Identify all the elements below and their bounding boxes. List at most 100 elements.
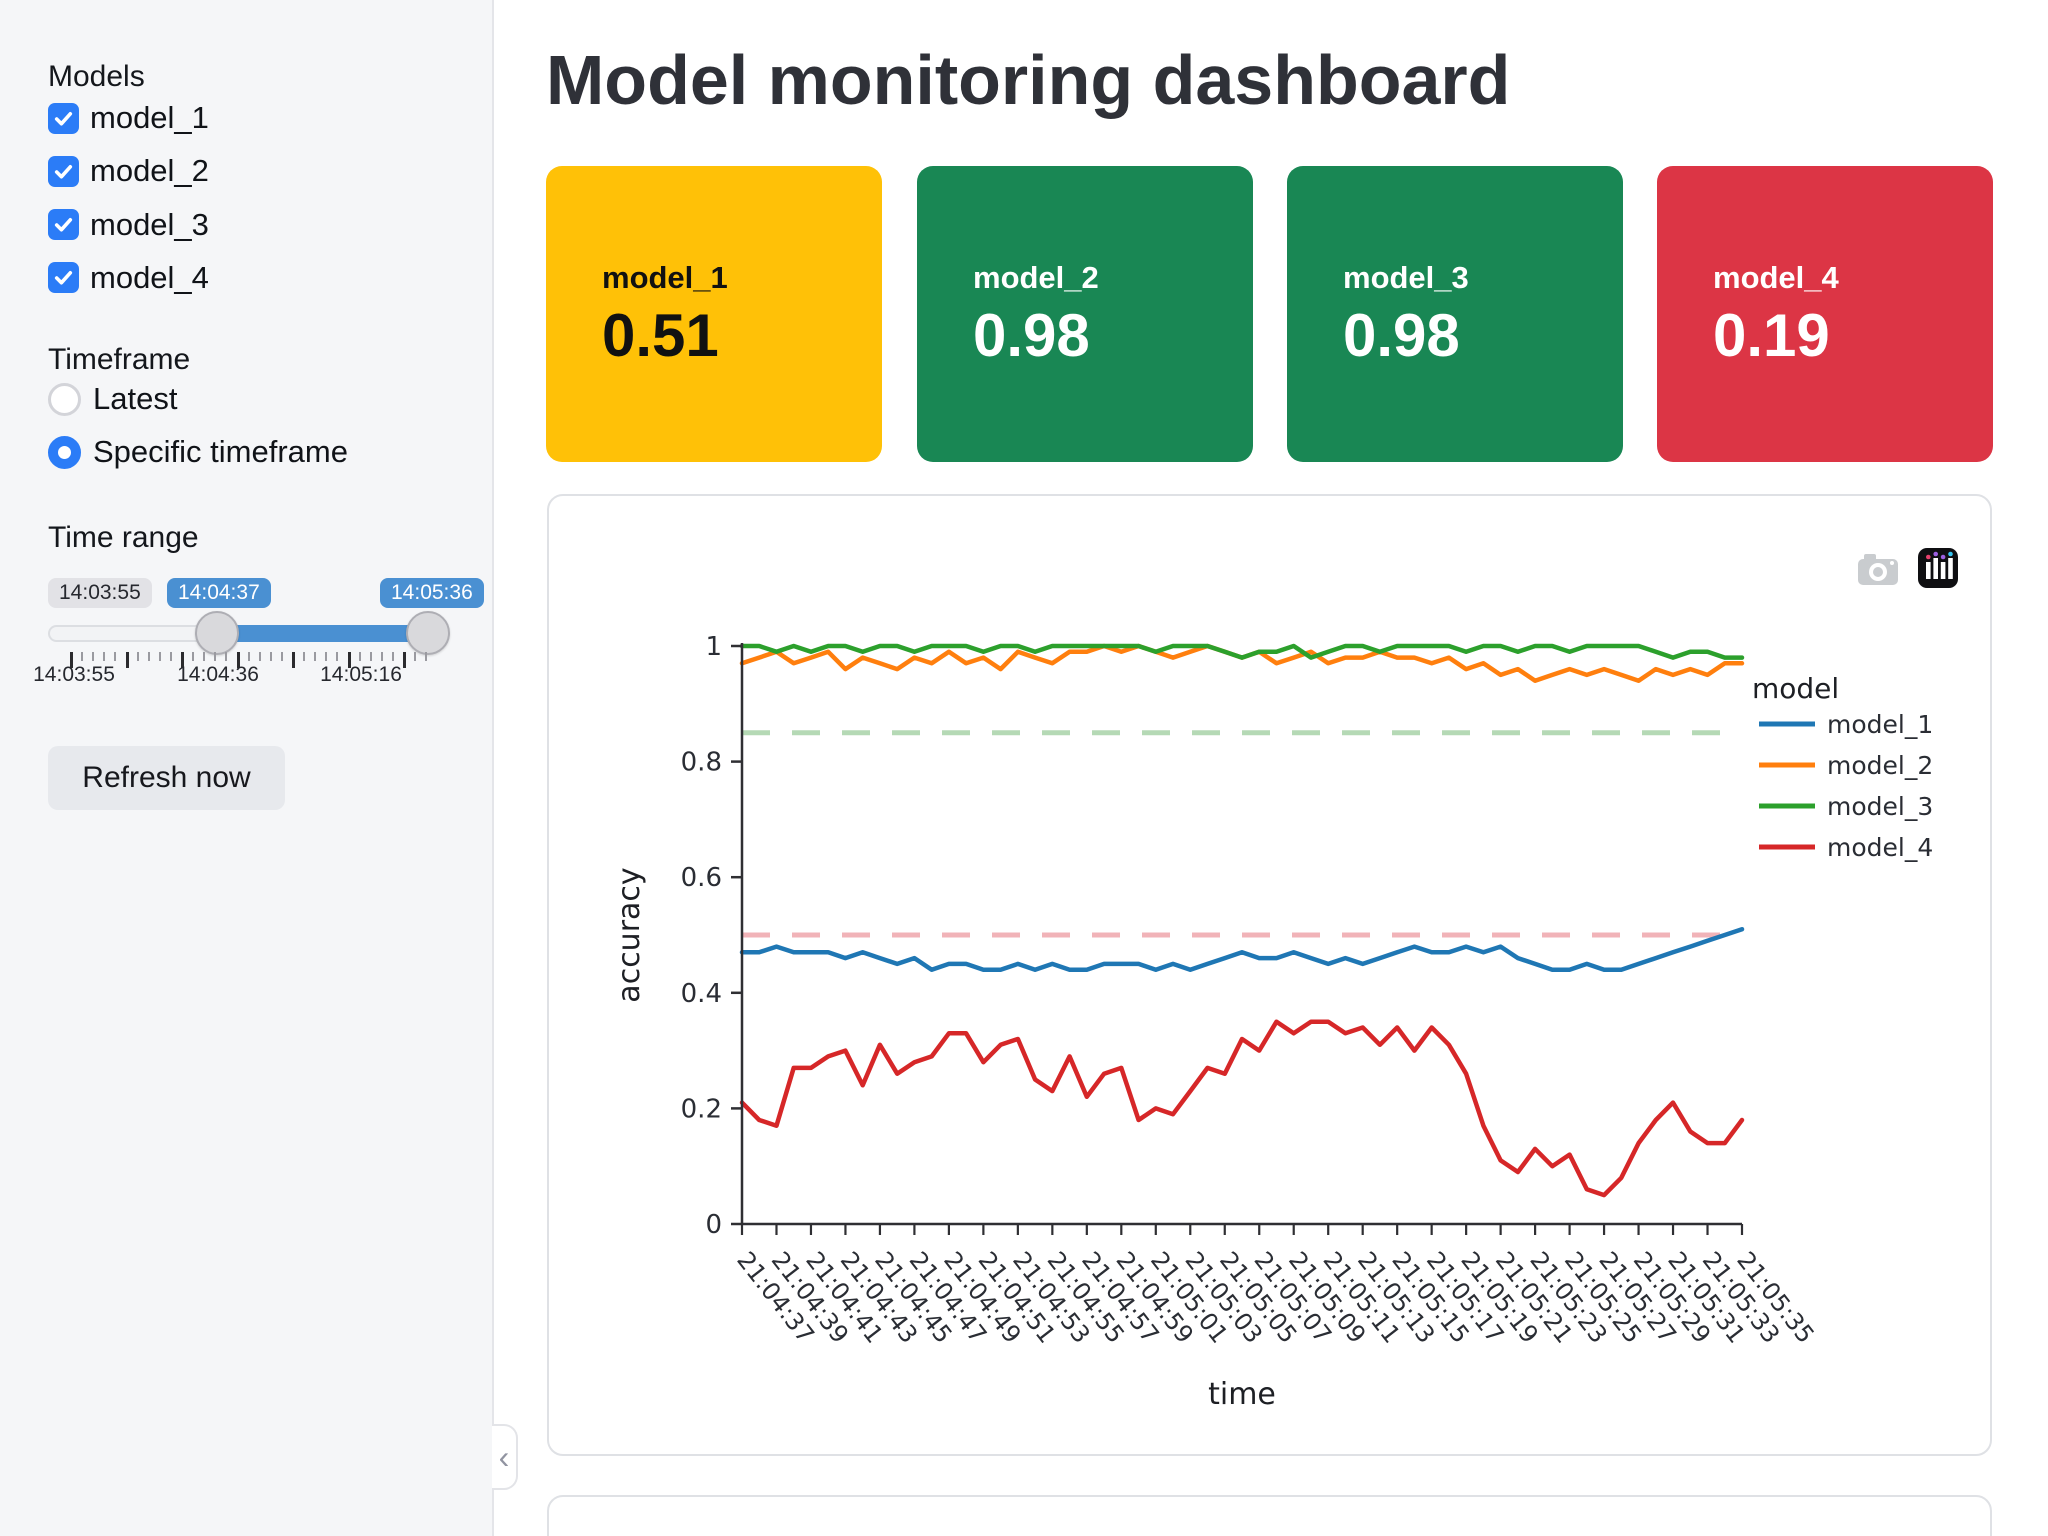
checkbox-checked-icon <box>48 155 79 187</box>
checkbox-label: model_3 <box>90 206 209 242</box>
slider-axis-label: 14:04:36 <box>177 663 259 686</box>
series-line-model_1 <box>739 926 1745 972</box>
slider-tickmark <box>214 652 217 661</box>
legend-label: model_3 <box>1827 792 1933 821</box>
chevron-left-icon: ‹ <box>498 1438 510 1475</box>
metric-card-model_1: model_1 0.51 <box>546 166 882 462</box>
metric-card-model_2: model_2 0.98 <box>917 166 1253 462</box>
refresh-now-button[interactable]: Refresh now <box>48 746 285 810</box>
slider-tickmark <box>247 652 250 661</box>
sidebar: Models model_1 model_2 model_3 model_4 Time… <box>0 0 494 1536</box>
slider-axis-label: 14:03:55 <box>33 663 115 686</box>
radio-selected-icon <box>48 435 81 469</box>
slider-tickmark <box>403 652 406 668</box>
page-title: Model monitoring dashboard <box>546 41 1511 119</box>
slider-tickmark <box>292 652 295 668</box>
checkbox-checked-icon <box>48 262 79 294</box>
sidebar-collapse-button[interactable]: ‹ <box>492 1424 518 1490</box>
slider-tickmark <box>425 652 428 661</box>
metric-card-model_4: model_4 0.19 <box>1657 166 1993 462</box>
sidebar-checkbox-model_4[interactable]: model_4 <box>48 260 209 296</box>
slider-tickmark <box>325 652 328 661</box>
sidebar-checkbox-model_3[interactable]: model_3 <box>48 207 209 243</box>
legend: model model_1 model_2 model_3 model_4 <box>1752 672 1933 862</box>
slider-tickmark <box>147 652 150 661</box>
slider-tickmark <box>158 652 161 661</box>
y-tick-label: 1 <box>705 632 722 662</box>
series-line-model_4 <box>739 1019 1745 1198</box>
slider-tickmark <box>92 652 95 661</box>
y-axis-title: accuracy <box>612 867 647 1002</box>
camera-icon[interactable] <box>1857 552 1899 586</box>
accuracy-chart-card: 0 0.2 0.4 0.6 0.8 1 21:04:37 21:04:39 21:04:41 21… <box>547 494 1992 1456</box>
legend-item-model_3[interactable]: model_3 <box>1759 792 1933 821</box>
slider-handle-start[interactable] <box>195 611 239 655</box>
radio-unselected-icon <box>48 382 81 416</box>
series-line-model_3 <box>739 643 1745 660</box>
metric-label: model_1 <box>602 260 728 295</box>
slider-start-chip: 14:04:37 <box>167 578 271 608</box>
metric-value: 0.98 <box>973 302 1090 369</box>
legend-title: model <box>1752 672 1839 705</box>
y-tick-label: 0.6 <box>681 863 722 893</box>
timeframe-header: Timeframe <box>48 343 191 376</box>
y-tick-label: 0 <box>705 1210 722 1240</box>
legend-label: model_2 <box>1827 751 1933 780</box>
radio-label: Latest <box>93 381 178 416</box>
metric-value: 0.19 <box>1713 302 1830 369</box>
slider-tickmark <box>181 652 184 668</box>
legend-item-model_2[interactable]: model_2 <box>1759 751 1933 780</box>
slider-tickmark <box>414 652 417 661</box>
slider-end-chip: 14:05:36 <box>380 578 484 608</box>
slider-tickmark <box>236 652 240 668</box>
checkbox-label: model_4 <box>90 259 209 295</box>
metric-value: 0.98 <box>1343 302 1460 369</box>
timeframe-radio-selected[interactable]: Specific timeframe <box>48 434 348 470</box>
slider-tickmark <box>169 652 172 661</box>
x-axis-title: time <box>1208 1377 1276 1412</box>
slider-handle-end[interactable] <box>406 611 450 655</box>
time-range-header: Time range <box>48 521 199 554</box>
slider-tickmark <box>192 652 195 661</box>
slider-tickmark <box>125 652 129 668</box>
sidebar-checkbox-model_1[interactable]: model_1 <box>48 100 209 136</box>
slider-tickmark <box>258 652 261 661</box>
models-header: Models <box>48 60 145 93</box>
slider-tickmark <box>114 652 117 661</box>
checkbox-label: model_1 <box>90 100 209 135</box>
slider-tickmark <box>369 652 372 661</box>
plotly-logo-icon[interactable] <box>1918 548 1958 588</box>
series-line-model_2 <box>739 643 1745 683</box>
slider-tickmark <box>269 652 272 661</box>
slider-tickmark <box>314 652 317 661</box>
accuracy-chart: 00.20.40.60.8121:04:3721:04:3921:04:4121… <box>612 632 1933 1412</box>
slider-tickmark <box>136 652 139 661</box>
legend-item-model_1[interactable]: model_1 <box>1759 710 1933 739</box>
legend-label: model_4 <box>1827 833 1933 862</box>
slider-active-range[interactable] <box>217 625 443 642</box>
metric-label: model_4 <box>1713 260 1839 295</box>
checkbox-label: model_2 <box>90 153 209 189</box>
slider-tickmark <box>225 652 228 661</box>
slider-tickmark <box>70 652 73 668</box>
slider-tickmark <box>303 652 306 661</box>
metric-value: 0.51 <box>602 302 719 369</box>
slider-tickmark <box>358 652 361 661</box>
timeframe-radio-option[interactable]: Latest <box>48 381 177 417</box>
legend-label: model_1 <box>1827 710 1933 739</box>
slider-min-chip: 14:03:55 <box>48 578 152 608</box>
metric-label: model_3 <box>1343 260 1469 295</box>
checkbox-checked-icon <box>48 209 79 241</box>
slider-axis-label: 14:05:16 <box>320 663 402 686</box>
slider-tickmark <box>81 652 84 661</box>
metric-card-model_3: model_3 0.98 <box>1287 166 1623 462</box>
slider-tickmark <box>336 652 339 661</box>
slider-tickmark <box>347 652 351 668</box>
slider-tickmark <box>391 652 394 661</box>
next-chart-card <box>547 1495 1992 1536</box>
y-tick-label: 0.8 <box>681 748 722 778</box>
sidebar-checkbox-model_2[interactable]: model_2 <box>48 153 209 189</box>
legend-item-model_4[interactable]: model_4 <box>1759 833 1933 862</box>
y-tick-label: 0.2 <box>681 1094 722 1124</box>
